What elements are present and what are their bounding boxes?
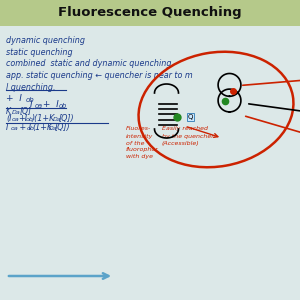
- Text: of the: of the: [126, 141, 145, 146]
- Text: [Q]): [Q]): [55, 123, 70, 132]
- Text: )(1+K: )(1+K: [31, 114, 55, 123]
- Text: Da: Da: [49, 126, 57, 131]
- Text: I: I: [30, 100, 33, 109]
- Text: +I: +I: [19, 114, 28, 123]
- Text: dynamic quenching: dynamic quenching: [6, 36, 85, 45]
- Text: Easily reached: Easily reached: [162, 127, 208, 131]
- Text: oa: oa: [12, 117, 20, 122]
- Text: ob: ob: [26, 117, 33, 122]
- Text: Fluores-: Fluores-: [126, 127, 151, 131]
- Text: fluorophor: fluorophor: [126, 148, 159, 152]
- Text: Da: Da: [52, 117, 61, 122]
- Text: oa: oa: [11, 126, 18, 131]
- Text: ob: ob: [27, 126, 35, 131]
- Text: by the quencher: by the quencher: [162, 134, 214, 139]
- Text: ob: ob: [26, 97, 34, 103]
- Text: Q: Q: [188, 114, 193, 120]
- Text: +  I: + I: [6, 94, 22, 103]
- Text: (1+K: (1+K: [32, 123, 53, 132]
- Text: l quenching.: l quenching.: [6, 82, 56, 91]
- Text: K: K: [6, 107, 11, 116]
- Text: app. static quenching ← quencher is near to m: app. static quenching ← quencher is near…: [6, 71, 193, 80]
- Bar: [0, 0, 300, 26]
- Text: [Q]: [Q]: [20, 107, 32, 116]
- Text: static quenching: static quenching: [6, 48, 73, 57]
- Text: I: I: [6, 123, 8, 132]
- Text: with dye: with dye: [126, 154, 153, 159]
- Text: Da: Da: [12, 110, 21, 115]
- Text: Fluorescence Quenching: Fluorescence Quenching: [58, 6, 242, 20]
- Text: +  I: + I: [40, 100, 59, 109]
- Text: combined  static and dynamic quenching: combined static and dynamic quenching: [6, 59, 172, 68]
- Text: oa: oa: [34, 103, 43, 109]
- Text: [Q]): [Q]): [59, 114, 74, 123]
- Text: (Accessible): (Accessible): [162, 141, 200, 146]
- Text: + I: + I: [17, 123, 32, 132]
- Text: intensity: intensity: [126, 134, 153, 139]
- Text: (I: (I: [6, 114, 11, 123]
- Text: ob: ob: [58, 103, 67, 109]
